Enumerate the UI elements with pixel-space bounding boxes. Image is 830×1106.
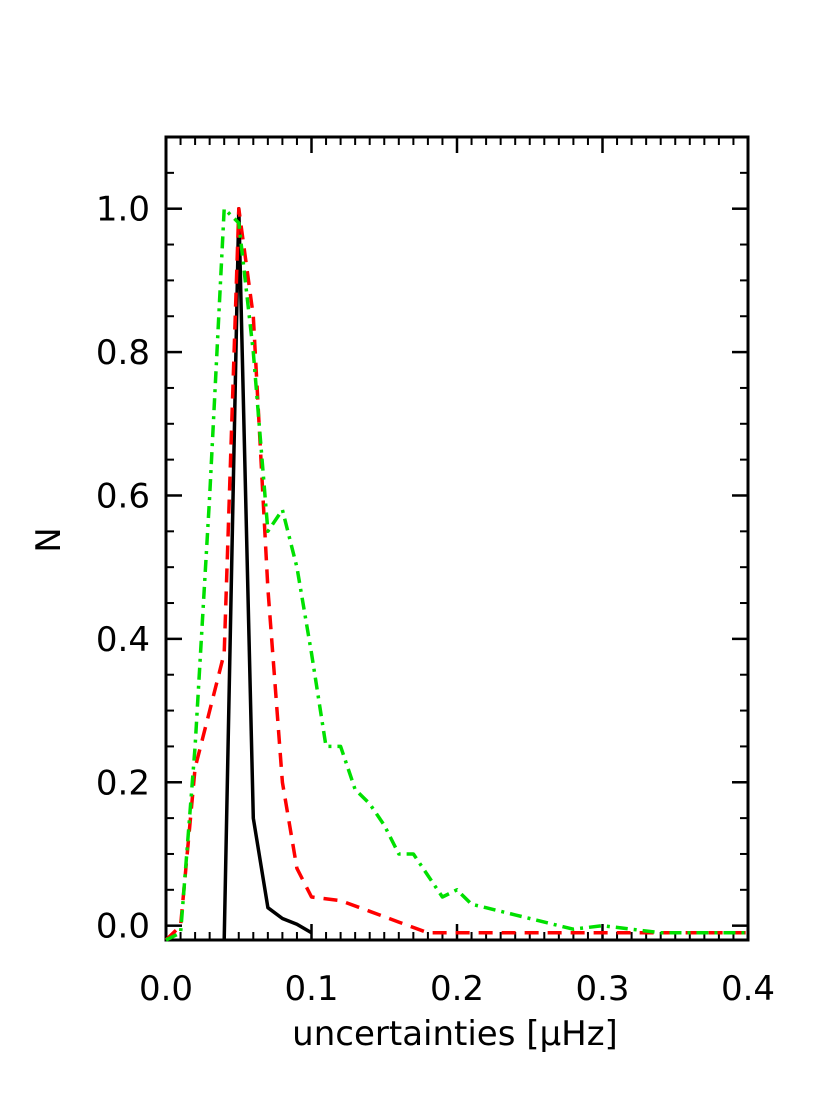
y-tick-label: 0.0 [96, 907, 150, 947]
x-tick-label: 0.0 [139, 969, 193, 1009]
y-tick-label: 0.6 [96, 476, 150, 516]
x-tick-label: 0.2 [430, 969, 484, 1009]
y-tick-label: 0.8 [96, 333, 150, 373]
y-tick-label: 0.4 [96, 620, 150, 660]
y-tick-label: 1.0 [96, 190, 150, 230]
y-axis-label: N [29, 527, 69, 552]
x-tick-label: 0.1 [284, 969, 338, 1009]
x-axis-label: uncertainties [μHz] [292, 1014, 618, 1054]
series-layer [164, 206, 748, 942]
axis-ticks [164, 136, 750, 940]
x-tick-label: 0.3 [575, 969, 629, 1009]
series-line-red-dashed [164, 206, 748, 942]
tick-labels: 0.0 0.1 0.2 0.3 0.4 0.0 0.2 0.4 0.6 0.8 1.0 [96, 190, 775, 1009]
y-tick-label: 0.2 [96, 763, 150, 803]
x-tick-label: 0.4 [721, 969, 775, 1009]
